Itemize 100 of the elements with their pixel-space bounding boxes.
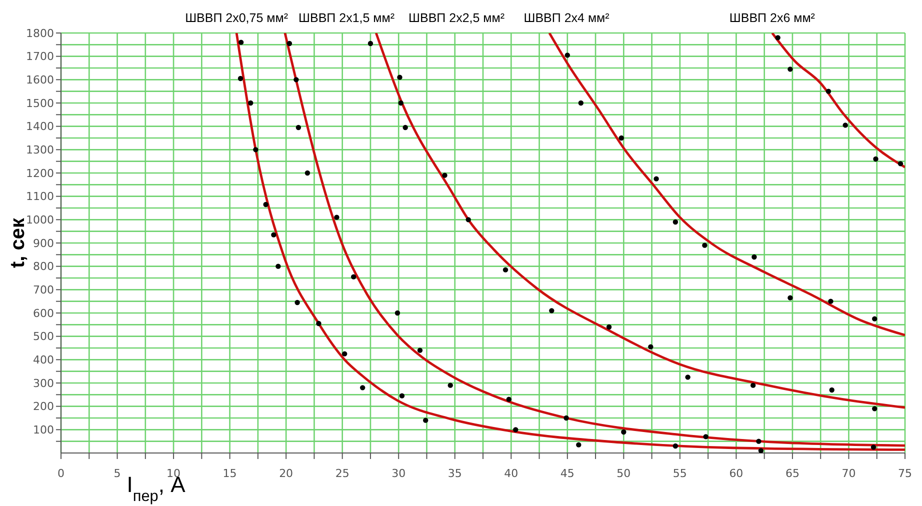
point xyxy=(502,267,508,272)
point xyxy=(549,308,554,314)
point xyxy=(402,124,408,130)
point xyxy=(752,254,757,260)
y-tick-label: 900 xyxy=(33,236,54,250)
point xyxy=(828,298,834,304)
point xyxy=(703,434,708,440)
x-tick-label: 25 xyxy=(335,466,350,480)
line-series xyxy=(771,33,905,168)
point xyxy=(829,387,834,393)
point xyxy=(398,100,404,106)
point xyxy=(758,448,764,453)
text: ШВВП 2х2,5 мм² xyxy=(408,11,505,25)
x-tick-label: 45 xyxy=(560,466,574,480)
point xyxy=(564,415,569,421)
y-tick-label: 1800 xyxy=(26,26,54,40)
point xyxy=(350,274,356,280)
point xyxy=(248,100,254,106)
point xyxy=(654,176,659,182)
point xyxy=(360,385,366,390)
x-tick-label: 15 xyxy=(222,466,237,480)
y-axis-title: t, сек xyxy=(7,216,29,268)
y-tick-label: 700 xyxy=(33,284,54,297)
point xyxy=(316,320,322,326)
point xyxy=(399,393,405,398)
point xyxy=(513,427,518,432)
point xyxy=(672,443,678,449)
y-tick-label: 1000 xyxy=(26,214,54,227)
y-tick-label: 1400 xyxy=(26,120,54,134)
point xyxy=(286,40,292,46)
y-tick-label: 300 xyxy=(33,376,54,390)
line-series xyxy=(374,33,905,409)
point xyxy=(872,406,878,412)
point xyxy=(648,344,654,350)
y-tick-label: 1300 xyxy=(26,144,54,157)
y-tick-label: 1700 xyxy=(26,50,54,64)
point xyxy=(442,172,448,178)
line-series xyxy=(548,33,905,336)
point xyxy=(618,135,624,141)
y-tick-label: 200 xyxy=(33,400,54,414)
point xyxy=(873,156,878,162)
y-tick-label: 1100 xyxy=(26,190,54,204)
y-tick-label: 600 xyxy=(33,306,54,320)
point xyxy=(872,316,878,322)
x-tick-label: 30 xyxy=(392,466,406,480)
y-tick-label: 400 xyxy=(33,354,54,367)
point xyxy=(621,429,626,435)
point xyxy=(294,300,300,306)
series-label: ШВВП 2х0,75 мм² xyxy=(185,11,288,25)
x-tick-label: 0 xyxy=(58,466,64,480)
point xyxy=(898,161,904,166)
point xyxy=(775,35,780,40)
point xyxy=(342,351,348,356)
point xyxy=(685,374,690,380)
y-tick-label: 1500 xyxy=(26,96,54,110)
point xyxy=(788,295,793,300)
y-tick-label: 500 xyxy=(33,330,54,344)
point xyxy=(397,74,402,80)
y-tick-label: 1200 xyxy=(26,166,54,180)
point xyxy=(294,77,299,82)
series-label: ШВВП 2х4 мм² xyxy=(524,11,610,25)
point xyxy=(296,124,302,130)
series-label: ШВВП 2х6 мм² xyxy=(729,11,815,25)
point xyxy=(334,214,340,220)
y-tick-label: 1600 xyxy=(26,74,54,87)
x-tick-label: 55 xyxy=(672,466,687,480)
x-tick-label: 65 xyxy=(785,466,800,480)
x-tick-label: 70 xyxy=(842,466,856,480)
point xyxy=(870,444,876,450)
point xyxy=(466,217,471,222)
point xyxy=(750,382,756,388)
point xyxy=(672,219,678,225)
point xyxy=(448,382,453,388)
x-tick-label: 60 xyxy=(729,466,744,480)
series-label: ШВВП 2х1,5 мм² xyxy=(298,11,395,25)
x-tick-label: 75 xyxy=(898,466,912,480)
point xyxy=(423,418,428,423)
point xyxy=(238,40,244,45)
point xyxy=(564,52,570,58)
x-tick-label: 5 xyxy=(114,466,121,480)
point xyxy=(576,442,582,448)
x-tick-label: 40 xyxy=(504,466,518,480)
point xyxy=(842,122,848,128)
point xyxy=(606,324,612,330)
x-tick-label: 50 xyxy=(616,466,631,480)
point xyxy=(506,396,512,402)
point xyxy=(368,40,374,46)
point xyxy=(271,232,276,238)
point xyxy=(263,202,268,208)
x-tick-label: 20 xyxy=(279,466,294,480)
point xyxy=(394,310,400,316)
x-tick-label: 35 xyxy=(448,466,462,480)
point xyxy=(304,170,310,176)
y-tick-label: 800 xyxy=(33,260,54,274)
point xyxy=(238,76,244,82)
point xyxy=(253,147,258,152)
point xyxy=(788,66,793,72)
point xyxy=(276,264,281,269)
point xyxy=(702,242,708,248)
point xyxy=(578,100,584,106)
